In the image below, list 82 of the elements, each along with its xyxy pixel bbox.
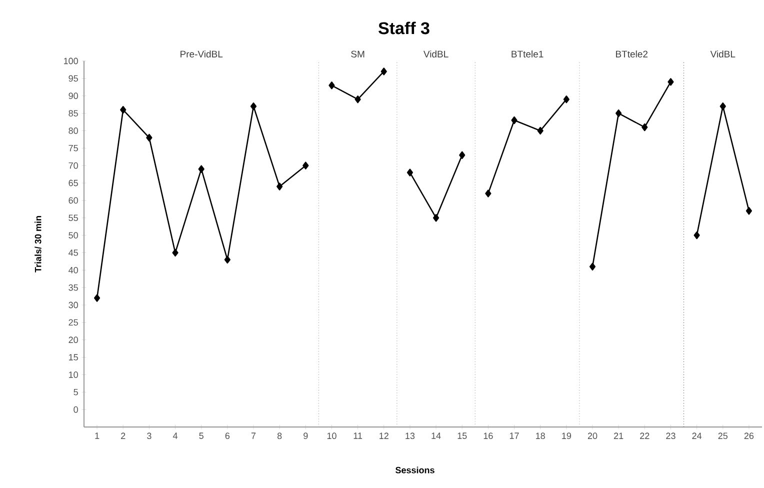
point — [694, 231, 700, 240]
point — [720, 102, 726, 110]
point — [537, 126, 544, 135]
x-tick-label: 5 — [199, 432, 204, 439]
y-tick-label: 80 — [68, 128, 78, 134]
x-tick-label: 4 — [172, 432, 178, 439]
x-tick-label: 25 — [718, 432, 728, 440]
x-tick-label: 21 — [614, 432, 624, 439]
point — [94, 294, 100, 302]
point — [380, 68, 387, 76]
point — [432, 214, 440, 222]
text: Pre-VidBL — [180, 50, 223, 58]
x-tick-label: 15 — [458, 432, 467, 439]
x-tick-label: 10 — [327, 432, 336, 440]
y-axis-title: Trials/ 30 min — [34, 216, 42, 272]
x-tick-label: 11 — [354, 432, 362, 439]
x-tick-label: 3 — [147, 432, 152, 440]
y-tick-label: 15 — [69, 354, 78, 360]
point — [668, 78, 674, 86]
x-tick-label: 2 — [121, 432, 126, 439]
x-tick-label: 7 — [251, 432, 256, 439]
y-tick-label: 10 — [69, 372, 78, 378]
point — [589, 262, 596, 271]
x-tick-label: 17 — [510, 432, 519, 439]
y-tick-label: 30 — [68, 302, 78, 308]
x-tick-label: 22 — [640, 432, 650, 439]
x-tick-label: 26 — [744, 432, 754, 440]
x-axis-title: Sessions — [396, 466, 434, 474]
point — [459, 151, 466, 159]
x-tick-label: 20 — [588, 432, 598, 440]
point — [146, 134, 152, 142]
y-tick-label: 40 — [68, 266, 78, 274]
y-tick-label: 55 — [68, 214, 78, 222]
point — [746, 207, 752, 215]
text: VidBL — [710, 50, 736, 58]
point — [642, 123, 648, 132]
text: BTtele2 — [616, 50, 648, 58]
point — [302, 162, 309, 170]
point — [406, 168, 414, 176]
point — [511, 116, 518, 124]
text: VidBL — [424, 50, 448, 58]
x-tick-label: 24 — [692, 432, 702, 439]
point — [276, 182, 283, 190]
x-tick-label: 8 — [277, 432, 282, 440]
x-tick-label: 14 — [432, 432, 441, 439]
y-tick-label: 60 — [68, 197, 78, 204]
point — [224, 256, 230, 264]
point — [485, 190, 492, 198]
point — [172, 248, 178, 257]
y-tick-label: 35 — [68, 284, 78, 291]
point — [563, 95, 570, 104]
x-tick-label: 1 — [95, 432, 100, 439]
point — [328, 82, 335, 90]
y-tick-label: 70 — [68, 162, 78, 169]
point — [250, 102, 257, 110]
y-tick-label: 95 — [68, 75, 78, 82]
y-tick-label: 85 — [68, 110, 78, 116]
y-tick-label: 0 — [74, 406, 78, 413]
x-tick-label: 18 — [536, 432, 545, 440]
x-tick-label: 12 — [380, 432, 388, 439]
y-tick-label: 90 — [68, 92, 78, 100]
x-tick-label: 16 — [484, 432, 493, 440]
x-tick-label: 9 — [304, 432, 308, 440]
x-tick-label: 23 — [666, 432, 676, 440]
x-tick-label: 6 — [225, 432, 230, 440]
x-tick-label: 13 — [406, 432, 415, 440]
point — [616, 109, 622, 118]
y-tick-label: 50 — [68, 232, 78, 238]
text: SM — [351, 50, 364, 58]
y-tick-label: 75 — [68, 145, 78, 152]
text: BTtele1 — [512, 50, 544, 58]
y-tick-label: 65 — [68, 180, 78, 186]
point — [120, 106, 126, 114]
point — [354, 95, 361, 104]
point — [198, 165, 204, 173]
y-tick-label: 100 — [64, 58, 78, 64]
y-tick-label: 25 — [68, 319, 78, 326]
y-tick-label: 20 — [68, 336, 78, 344]
chart-title: Staff 3 — [378, 22, 430, 34]
y-tick-label: 45 — [68, 250, 78, 256]
y-tick-label: 5 — [74, 389, 78, 396]
x-tick-label: 19 — [562, 432, 572, 440]
